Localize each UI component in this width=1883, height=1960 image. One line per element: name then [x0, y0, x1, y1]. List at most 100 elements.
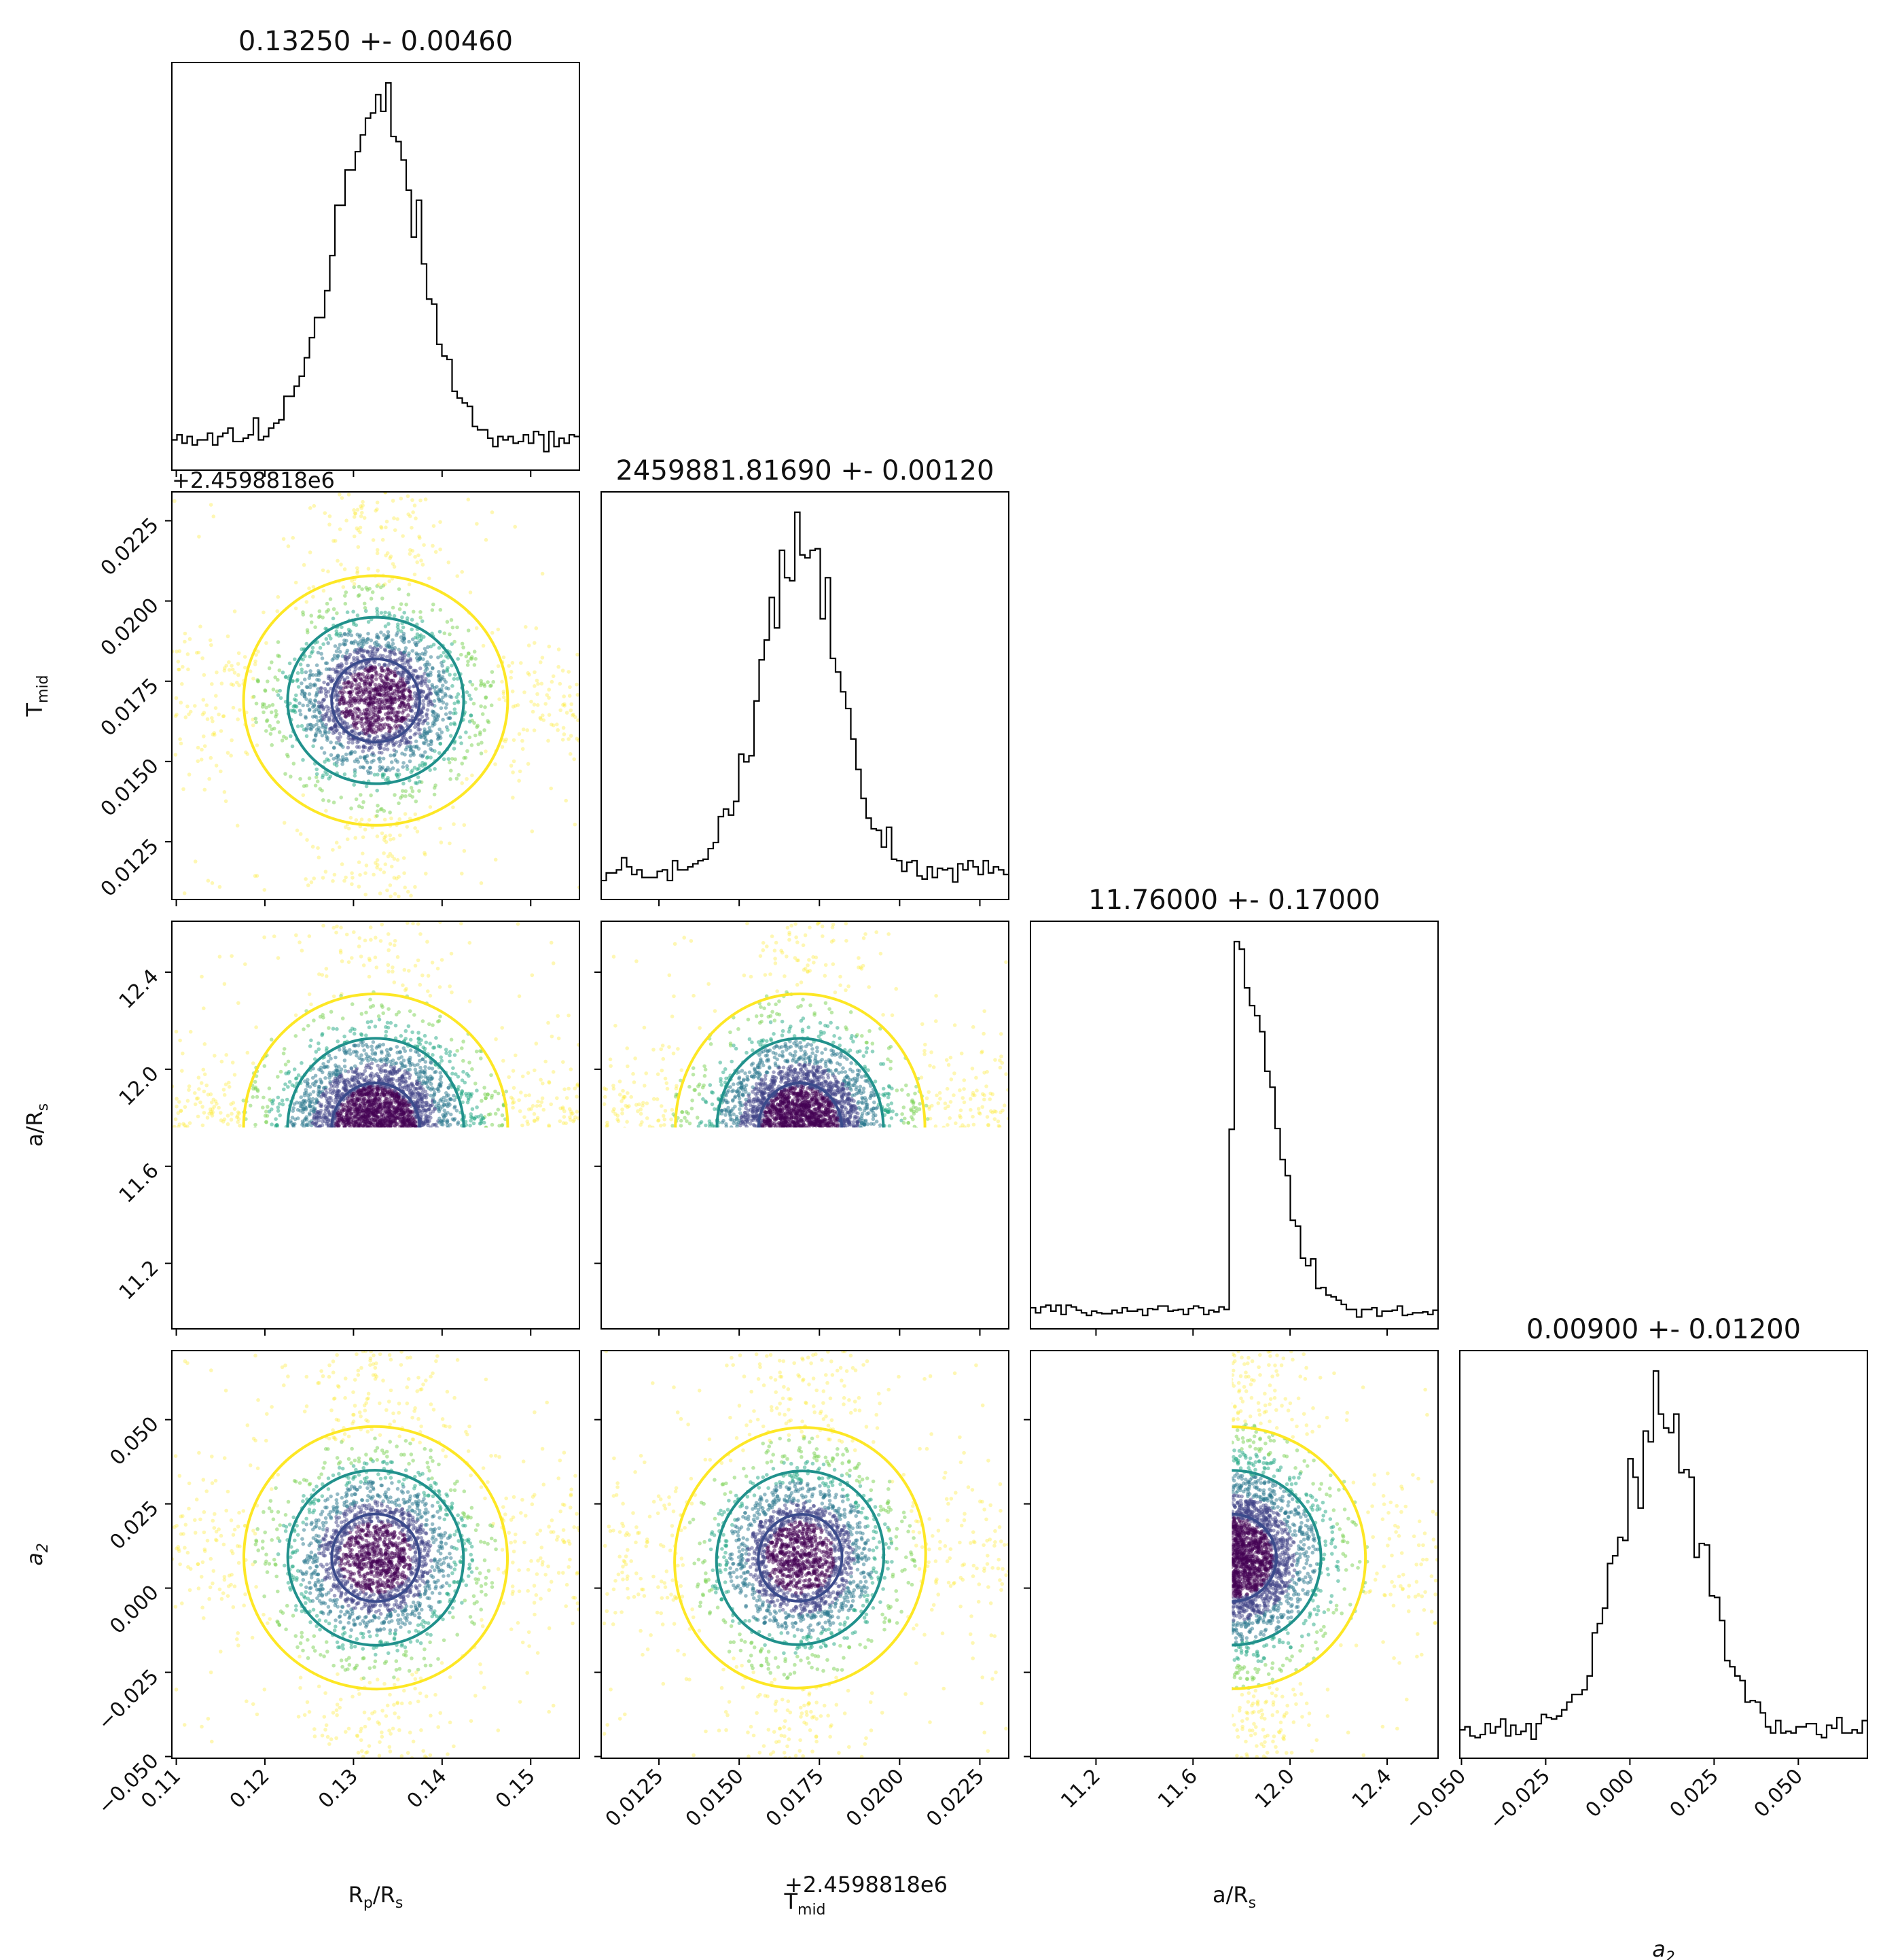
scatter-point	[334, 1072, 338, 1077]
scatter-point	[415, 675, 419, 679]
scatter-point	[357, 944, 361, 948]
histogram-panel-tmid	[600, 491, 1009, 906]
scatter-point	[413, 725, 417, 730]
scatter-point	[226, 751, 230, 755]
scatter-point	[354, 1120, 359, 1124]
scatter-point	[323, 692, 328, 696]
scatter-point	[285, 753, 289, 757]
scatter-point	[344, 875, 348, 880]
scatter-point	[418, 666, 423, 671]
scatter-point	[248, 1103, 253, 1108]
scatter-point	[464, 654, 469, 659]
scatter-point	[205, 717, 210, 721]
scatter-point	[556, 728, 560, 732]
scatter-point	[507, 664, 511, 668]
scatter-point	[304, 670, 308, 675]
scatter-point	[406, 713, 410, 717]
scatter-point	[323, 1065, 327, 1069]
scatter-point	[526, 1122, 530, 1126]
scatter-point	[408, 736, 412, 740]
scatter-point	[317, 673, 321, 677]
scatter-point	[327, 706, 331, 711]
scatter-point	[475, 1105, 479, 1109]
scatter-point	[503, 739, 507, 744]
scatter-point	[197, 535, 201, 539]
scatter-point	[312, 704, 317, 708]
scatter-point	[236, 1120, 240, 1124]
scatter-point	[325, 1090, 329, 1095]
scatter-point	[314, 1050, 319, 1054]
scatter-point	[378, 1043, 382, 1047]
scatter-point	[391, 499, 395, 503]
scatter-point	[412, 1095, 417, 1100]
scatter-point	[302, 728, 306, 732]
scatter-point	[414, 731, 418, 736]
scatter-point	[321, 588, 326, 593]
scatter-point	[421, 1101, 425, 1105]
scatter-point	[307, 707, 312, 711]
scatter-point	[519, 661, 523, 665]
scatter-point	[344, 752, 348, 757]
scatter-point	[406, 654, 411, 658]
scatter-point	[454, 1109, 459, 1113]
scatter-point	[417, 1078, 421, 1082]
scatter-point	[404, 1029, 408, 1033]
scatter-point	[462, 823, 467, 827]
scatter-point	[337, 1048, 342, 1052]
scatter-point	[420, 619, 425, 624]
scatter-point	[448, 673, 452, 677]
scatter-point	[355, 526, 359, 531]
scatter-point	[310, 844, 315, 849]
scatter-point	[391, 1105, 395, 1109]
scatter-point	[306, 663, 310, 668]
scatter-point	[428, 805, 433, 809]
scatter-point	[214, 764, 219, 768]
scatter-point	[470, 718, 474, 723]
scatter-point	[367, 734, 372, 738]
scatter-point	[353, 836, 357, 840]
scatter-point	[402, 640, 406, 645]
scatter-point	[349, 1066, 354, 1070]
scatter-point	[224, 1053, 229, 1057]
scatter-point	[268, 724, 272, 728]
scatter-point	[403, 1069, 408, 1073]
scatter-point	[276, 1109, 281, 1113]
scatter-point	[353, 1027, 357, 1032]
scatter-point	[535, 703, 540, 707]
scatter-point	[401, 534, 405, 538]
scatter-point	[315, 677, 319, 682]
scatter-point	[393, 1023, 398, 1028]
scatter-point	[298, 832, 303, 836]
scatter-point	[478, 732, 482, 736]
scatter-point	[420, 1097, 425, 1101]
scatter-point	[413, 1086, 417, 1091]
scatter-point	[437, 673, 441, 678]
scatter-point	[397, 1076, 401, 1081]
scatter-point	[232, 609, 237, 613]
scatter-point	[384, 1097, 389, 1101]
scatter-point	[504, 1089, 508, 1094]
scatter-point	[201, 698, 206, 702]
scatter-point	[274, 714, 278, 719]
scatter-point	[360, 587, 364, 591]
scatter-point	[378, 760, 382, 764]
scatter-point	[358, 716, 362, 720]
scatter-point	[392, 980, 397, 984]
scatter-point	[335, 760, 339, 764]
scatter-point	[426, 645, 430, 649]
scatter-point	[448, 734, 453, 738]
scatter-point	[262, 1064, 267, 1068]
scatter-point	[373, 708, 378, 712]
scatter-point	[388, 726, 393, 730]
scatter-point	[336, 654, 340, 658]
scatter-point	[393, 793, 397, 797]
scatter-point	[374, 718, 379, 723]
scatter-point	[438, 826, 442, 831]
scatter-point	[236, 662, 240, 666]
scatter-point	[395, 876, 399, 880]
scatter-point	[381, 1011, 385, 1016]
scatter-point	[304, 1122, 309, 1126]
scatter-point	[364, 1043, 368, 1047]
scatter-point	[236, 717, 240, 721]
scatter-point	[322, 717, 326, 721]
